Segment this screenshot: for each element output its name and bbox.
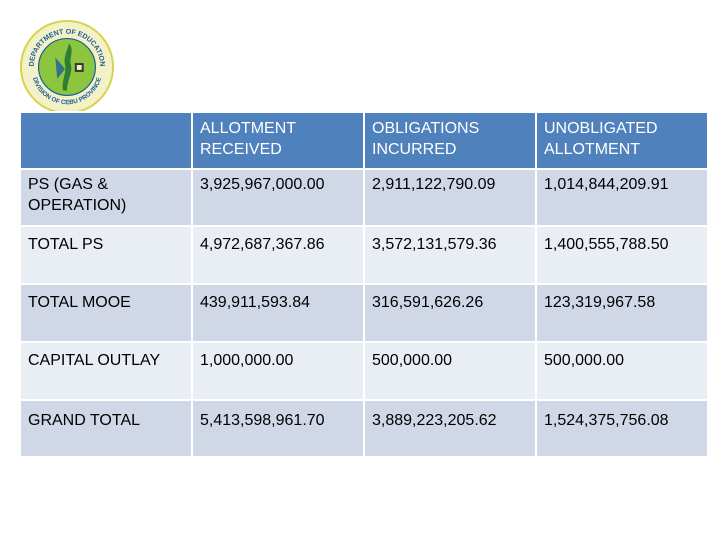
cell-obligations-incurred: 316,591,626.26	[364, 284, 536, 342]
row-label: TOTAL MOOE	[20, 284, 192, 342]
row-label: PS (GAS & OPERATION)	[20, 169, 192, 226]
table-header-row: ALLOTMENT RECEIVED OBLIGATIONS INCURRED …	[20, 112, 708, 169]
cell-allotment-received: 1,000,000.00	[192, 342, 364, 400]
table-row: GRAND TOTAL 5,413,598,961.70 3,889,223,2…	[20, 400, 708, 457]
cell-obligations-incurred: 500,000.00	[364, 342, 536, 400]
cell-allotment-received: 5,413,598,961.70	[192, 400, 364, 457]
cell-obligations-incurred: 3,889,223,205.62	[364, 400, 536, 457]
budget-allotment-table: ALLOTMENT RECEIVED OBLIGATIONS INCURRED …	[19, 111, 709, 458]
cell-allotment-received: 439,911,593.84	[192, 284, 364, 342]
row-label: GRAND TOTAL	[20, 400, 192, 457]
cell-unobligated-allotment: 1,400,555,788.50	[536, 226, 708, 284]
cell-unobligated-allotment: 123,319,967.58	[536, 284, 708, 342]
table-row: TOTAL PS 4,972,687,367.86 3,572,131,579.…	[20, 226, 708, 284]
deped-division-seal: DEPARTMENT OF EDUCATION DIVISION OF CEBU…	[18, 18, 116, 116]
cell-unobligated-allotment: 1,524,375,756.08	[536, 400, 708, 457]
table-row: PS (GAS & OPERATION) 3,925,967,000.00 2,…	[20, 169, 708, 226]
cell-allotment-received: 3,925,967,000.00	[192, 169, 364, 226]
cell-unobligated-allotment: 1,014,844,209.91	[536, 169, 708, 226]
header-obligations-incurred: OBLIGATIONS INCURRED	[364, 112, 536, 169]
cell-allotment-received: 4,972,687,367.86	[192, 226, 364, 284]
cell-obligations-incurred: 3,572,131,579.36	[364, 226, 536, 284]
row-label: TOTAL PS	[20, 226, 192, 284]
cell-unobligated-allotment: 500,000.00	[536, 342, 708, 400]
header-unobligated-allotment: UNOBLIGATED ALLOTMENT	[536, 112, 708, 169]
table-row: CAPITAL OUTLAY 1,000,000.00 500,000.00 5…	[20, 342, 708, 400]
cell-obligations-incurred: 2,911,122,790.09	[364, 169, 536, 226]
table-row: TOTAL MOOE 439,911,593.84 316,591,626.26…	[20, 284, 708, 342]
header-cell-empty	[20, 112, 192, 169]
row-label: CAPITAL OUTLAY	[20, 342, 192, 400]
header-allotment-received: ALLOTMENT RECEIVED	[192, 112, 364, 169]
